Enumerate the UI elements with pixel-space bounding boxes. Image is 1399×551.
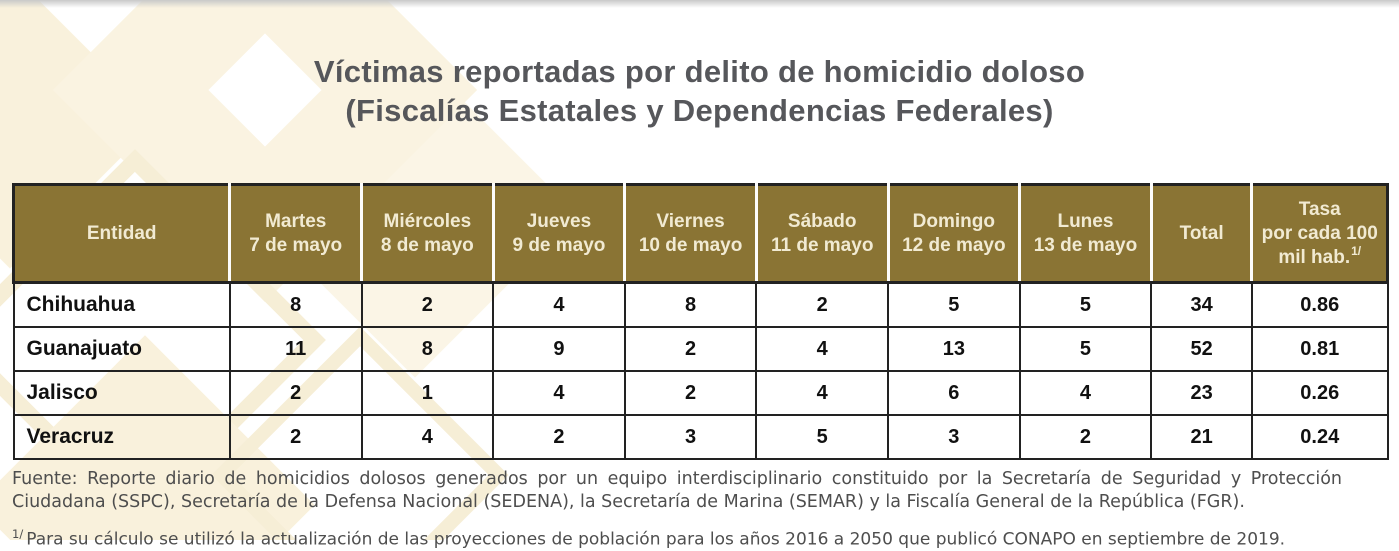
day-value-cell: 13 [887,326,1021,372]
day-value-cell: 2 [360,281,495,328]
header-rate: Tasa por cada 100 mil hab.1/ [1250,183,1389,284]
rate-line3: mil hab.1/ [1255,244,1384,270]
day-value-cell: 9 [492,326,626,372]
day-value-cell: 8 [360,326,495,372]
victims-table-wrapper: Entidad Martes 7 de mayo Miércoles 8 de … [11,183,1389,460]
header-day-monday: Lunes 13 de mayo [1018,183,1153,284]
day-value-cell: 5 [887,281,1021,328]
header-day-friday: Viernes 10 de mayo [623,183,758,284]
day-name: Miércoles [383,210,472,232]
footnote-marker: 1/ [1351,244,1362,259]
victims-table: Entidad Martes 7 de mayo Miércoles 8 de … [11,183,1389,460]
day-value-cell: 3 [887,414,1021,460]
day-date: 13 de mayo [1033,234,1138,256]
rate-line1: Tasa [1298,198,1341,220]
source-note: Fuente: Reporte diario de homicidios dol… [12,468,1342,512]
day-date: 8 de mayo [380,234,474,256]
day-value-cell: 2 [228,370,363,416]
header-day-tuesday: Martes 7 de mayo [228,183,364,284]
header-total-label: Total [1179,222,1224,244]
day-value-cell: 2 [623,326,758,372]
footnote-marker: 1/ [12,527,24,541]
rate-cell: 0.26 [1250,370,1389,416]
day-value-cell: 1 [360,370,495,416]
table-body: Chihuahua 8 2 4 8 2 5 5 34 0.86 Guanajuato 11 8 9 2 4 13… [12,281,1389,460]
day-value-cell: 4 [1018,370,1153,416]
top-shadow-edge [0,0,1399,8]
table-row: Jalisco 2 1 4 2 4 6 4 23 0.26 [12,370,1389,416]
total-cell: 21 [1150,414,1253,460]
day-date: 7 de mayo [249,234,343,256]
day-date: 10 de mayo [638,234,743,256]
page-title-line2: (Fiscalías Estatales y Dependencias Fede… [345,93,1054,128]
day-name: Martes [265,210,327,232]
day-date: 9 de mayo [512,234,606,256]
day-name: Jueves [526,210,592,232]
day-value-cell: 5 [755,414,890,460]
page-title: Víctimas reportadas por delito de homici… [0,52,1399,130]
footnote: 1/Para su cálculo se utilizó la actualiz… [12,523,1382,551]
header-day-sunday: Domingo 12 de mayo [886,183,1022,284]
entity-cell: Jalisco [12,370,231,416]
day-value-cell: 3 [623,414,758,460]
day-value-cell: 5 [1018,326,1153,372]
day-value-cell: 2 [1018,414,1153,460]
table-row: Guanajuato 11 8 9 2 4 13 5 52 0.81 [12,326,1389,372]
table-row: Veracruz 2 4 2 3 5 3 2 21 0.24 [12,414,1389,460]
table-row: Chihuahua 8 2 4 8 2 5 5 34 0.86 [12,281,1389,328]
header-entity-label: Entidad [86,222,157,244]
day-value-cell: 4 [360,414,495,460]
total-cell: 52 [1150,326,1253,372]
day-value-cell: 4 [755,370,890,416]
day-value-cell: 2 [228,414,363,460]
day-value-cell: 4 [492,370,626,416]
header-day-thursday: Jueves 9 de mayo [491,183,627,284]
day-name: Lunes [1057,210,1114,232]
day-value-cell: 2 [492,414,626,460]
entity-cell: Veracruz [12,414,231,460]
header-total: Total [1149,183,1254,284]
day-value-cell: 2 [623,370,758,416]
page-title-line1: Víctimas reportadas por delito de homici… [313,54,1086,89]
day-value-cell: 8 [623,281,758,328]
entity-cell: Guanajuato [12,326,231,372]
rate-line3-text: mil hab. [1278,246,1351,268]
header-day-saturday: Sábado 11 de mayo [754,183,890,284]
day-value-cell: 11 [228,326,363,372]
table-header-row: Entidad Martes 7 de mayo Miércoles 8 de … [11,183,1389,284]
day-name: Domingo [912,210,995,232]
day-value-cell: 4 [755,326,890,372]
total-cell: 34 [1150,281,1253,328]
day-name: Sábado [787,210,857,232]
day-value-cell: 5 [1018,281,1153,328]
day-value-cell: 8 [228,281,363,328]
rate-line2: por cada 100 [1261,222,1378,244]
day-name: Viernes [656,210,725,232]
day-value-cell: 6 [887,370,1021,416]
rate-cell: 0.24 [1250,414,1389,460]
day-date: 11 de mayo [770,234,874,256]
day-value-cell: 2 [755,281,890,328]
day-value-cell: 4 [492,281,626,328]
rate-cell: 0.81 [1250,326,1389,372]
entity-cell: Chihuahua [12,281,231,328]
header-entity: Entidad [11,183,232,284]
total-cell: 23 [1150,370,1253,416]
day-date: 12 de mayo [902,234,1006,256]
rate-cell: 0.86 [1250,281,1389,328]
header-day-wednesday: Miércoles 8 de mayo [360,183,495,284]
